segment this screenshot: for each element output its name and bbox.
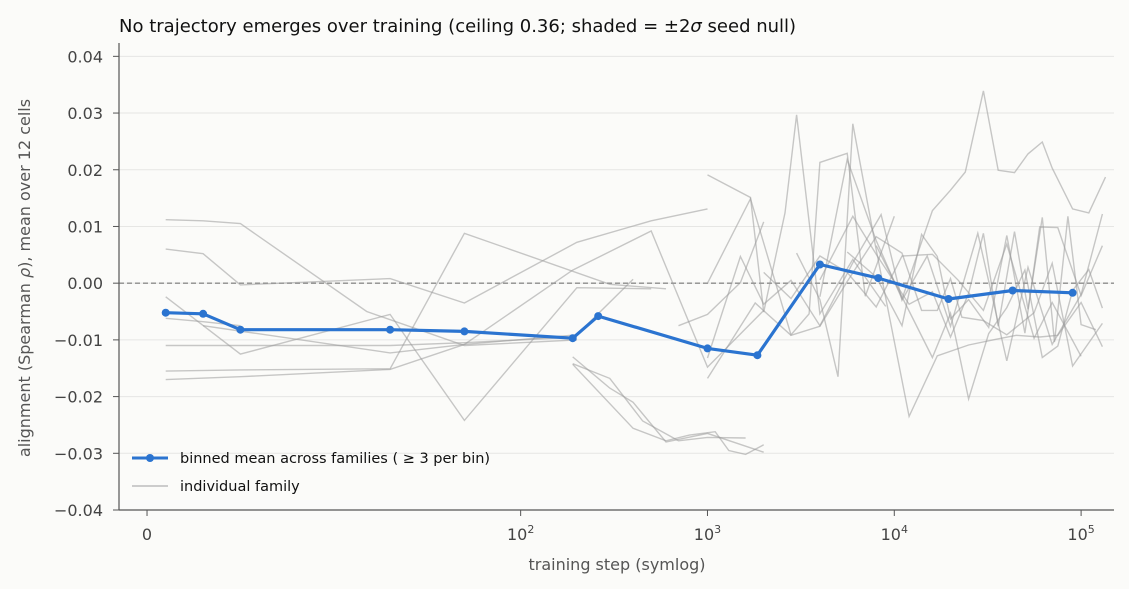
mean-point bbox=[753, 351, 762, 360]
family-line-10 bbox=[572, 363, 746, 442]
mean-point bbox=[594, 312, 603, 321]
family-line-7 bbox=[165, 286, 652, 422]
mean-point bbox=[199, 309, 208, 318]
mean-point bbox=[815, 260, 824, 269]
x-tick-label: 103 bbox=[694, 523, 721, 544]
axes bbox=[118, 43, 1114, 511]
mean-point bbox=[386, 325, 395, 334]
binned-mean-series bbox=[161, 260, 1077, 360]
y-tick-label: 0.01 bbox=[67, 217, 103, 236]
y-tick-label: −0.04 bbox=[54, 501, 103, 520]
mean-point bbox=[874, 274, 883, 283]
y-tick-label: 0.03 bbox=[67, 104, 103, 123]
x-tick-label: 102 bbox=[507, 523, 534, 544]
x-tick-label: 104 bbox=[881, 523, 908, 544]
family-line-3 bbox=[165, 208, 708, 304]
family-line-21 bbox=[846, 226, 1104, 334]
family-line-13 bbox=[707, 114, 887, 316]
family-line-16 bbox=[706, 235, 1103, 379]
x-axis-ticks: 0 102 103 104 105 bbox=[142, 510, 1095, 544]
mean-point bbox=[460, 327, 469, 336]
family-line-15 bbox=[706, 212, 1104, 362]
family-line-12 bbox=[678, 221, 765, 327]
x-tick-label: 0 bbox=[142, 525, 152, 544]
legend-mean-marker bbox=[146, 454, 154, 462]
y-tick-label: 0.04 bbox=[67, 47, 103, 66]
y-tick-label: 0.00 bbox=[67, 274, 103, 293]
legend: binned mean across families ( ≥ 3 per bi… bbox=[132, 451, 490, 495]
y-axis-ticks: 0.04 0.03 0.02 0.01 0.00 −0.01 −0.02 −0.03 −0.04 bbox=[54, 47, 119, 520]
y-axis-label: alignment (Spearman ρ), mean over 12 cel… bbox=[15, 99, 34, 457]
mean-point bbox=[236, 325, 245, 334]
family-line-5 bbox=[165, 336, 577, 347]
y-tick-label: 0.02 bbox=[67, 161, 103, 180]
mean-point bbox=[1008, 286, 1017, 295]
family-line-14 bbox=[706, 152, 895, 337]
family-line-6 bbox=[165, 232, 667, 372]
family-line-9 bbox=[572, 356, 764, 453]
y-tick-label: −0.03 bbox=[54, 444, 103, 463]
legend-mean-label: binned mean across families ( ≥ 3 per bi… bbox=[180, 451, 490, 467]
y-tick-label: −0.01 bbox=[54, 331, 103, 350]
x-tick-label: 105 bbox=[1067, 523, 1094, 544]
chart-title: No trajectory emerges over training (cei… bbox=[119, 16, 796, 37]
mean-point bbox=[703, 344, 712, 353]
x-axis-label: training step (symlog) bbox=[528, 555, 705, 574]
family-line-8 bbox=[202, 230, 765, 369]
mean-point bbox=[1068, 288, 1077, 297]
family-line-17 bbox=[763, 241, 1082, 357]
mean-point bbox=[568, 334, 577, 343]
mean-line bbox=[165, 262, 1073, 357]
family-line-11 bbox=[572, 363, 765, 456]
family-line-2 bbox=[165, 219, 577, 347]
mean-point bbox=[944, 295, 953, 303]
individual-family-lines bbox=[165, 90, 1107, 456]
y-tick-label: −0.02 bbox=[54, 388, 103, 407]
legend-family-label: individual family bbox=[180, 479, 300, 495]
mean-point bbox=[161, 308, 170, 317]
